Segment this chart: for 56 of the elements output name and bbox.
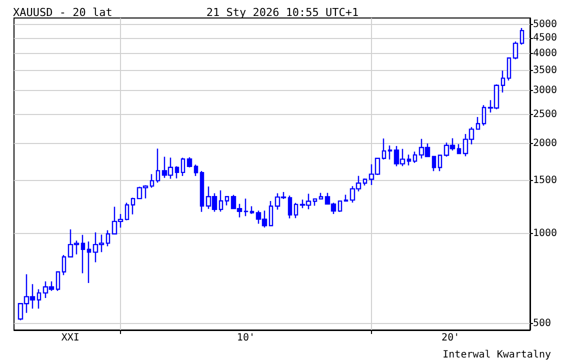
y-tick-label: 1000 <box>533 228 558 239</box>
y-tick-label: 3000 <box>533 85 558 96</box>
y-tick-label: 5000 <box>533 18 558 30</box>
candlestick <box>362 178 368 186</box>
candlestick <box>86 240 92 284</box>
candlestick <box>312 198 318 206</box>
candlestick <box>338 200 342 212</box>
candlestick <box>482 104 486 126</box>
y-tick-label: 1500 <box>533 175 558 186</box>
candlestick <box>186 156 192 168</box>
candlestick <box>194 164 198 177</box>
candlestick <box>80 234 86 274</box>
candlestick <box>288 195 292 219</box>
candlestick <box>174 166 180 179</box>
candlestick <box>156 148 160 184</box>
x-tick-label: 10' <box>236 332 255 344</box>
candlestick <box>130 197 136 215</box>
candlestick <box>250 206 254 214</box>
candlestick <box>36 288 42 310</box>
candlestick <box>432 155 436 172</box>
chart-subtitle: 21 Sty 2026 10:55 UTC+1 <box>206 6 359 19</box>
candlestick <box>520 27 524 46</box>
candlestick <box>412 150 418 164</box>
candlestick <box>388 144 392 160</box>
candlestick <box>456 144 462 154</box>
candlestick <box>180 157 186 177</box>
candlestick <box>438 154 442 172</box>
y-tick-label: 2000 <box>533 138 558 149</box>
candlestick <box>268 200 274 226</box>
candlestick <box>344 194 348 202</box>
y-tick-label: 4000 <box>533 48 558 59</box>
candlestick <box>382 138 386 160</box>
candlestick <box>406 154 412 166</box>
candlestick <box>200 170 204 212</box>
y-tick-label: 500 <box>533 318 552 329</box>
y-tick-label: 2500 <box>533 108 558 120</box>
candlestick <box>106 230 110 247</box>
candlestick <box>124 202 130 221</box>
candlestick <box>218 190 224 212</box>
candlestick <box>476 116 480 130</box>
candlestick <box>500 70 506 94</box>
candlestick <box>224 196 230 206</box>
y-tick-label: 3500 <box>533 65 558 76</box>
candlestick <box>512 40 518 60</box>
candlestick <box>294 202 298 219</box>
y-tick-label: 4500 <box>533 32 558 44</box>
candlestick <box>56 270 60 292</box>
candlestick <box>62 254 66 276</box>
candlestick <box>318 192 324 200</box>
candlestick <box>150 174 154 188</box>
candlestick <box>244 198 248 217</box>
text: Interwal Kwartalny <box>442 350 552 360</box>
x-tick-label: 20' <box>442 332 460 344</box>
x-tick-label: XXI <box>61 332 80 344</box>
candlestick <box>506 57 512 82</box>
chart-title: XAUUSD - 20 lat <box>13 6 112 19</box>
